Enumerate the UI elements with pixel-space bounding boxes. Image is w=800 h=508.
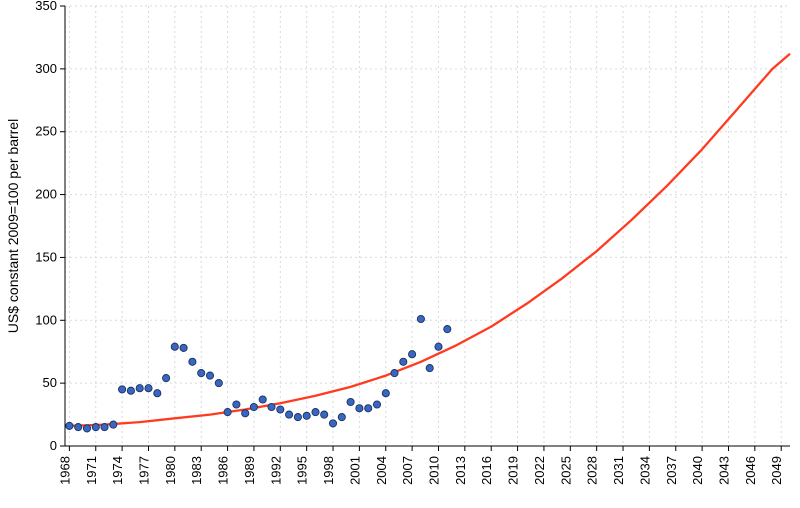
data-point [303,412,310,419]
data-point [180,344,187,351]
x-tick-label: 2022 [532,456,547,485]
x-tick-label: 2046 [743,456,758,485]
oil-price-chart: 0 50 100 150 200 250 300 350 1968 1971 1974 1977 198… [0,0,800,508]
x-tick-label: 2019 [506,456,521,485]
data-point [83,425,90,432]
data-point [242,410,249,417]
y-axis-label: US$ constant 2009=100 per barrel [5,119,21,333]
data-point [163,375,170,382]
data-point [409,351,416,358]
y-tick-label: 50 [43,375,57,390]
data-point [145,385,152,392]
data-point [373,401,380,408]
data-point [154,390,161,397]
data-point [444,326,451,333]
data-point [171,343,178,350]
data-point [391,370,398,377]
data-point [312,409,319,416]
data-point [417,315,424,322]
data-point [233,401,240,408]
x-tick-label: 2016 [479,456,494,485]
data-point [435,343,442,350]
data-point [224,409,231,416]
data-point [189,358,196,365]
data-point [277,406,284,413]
data-point [321,411,328,418]
data-point [426,365,433,372]
x-tick-label: 2037 [664,456,679,485]
data-point [338,414,345,421]
data-point [66,422,73,429]
x-tick-label: 1971 [84,456,99,485]
x-tick-label: 1992 [268,456,283,485]
x-tick-label: 1989 [242,456,257,485]
data-point [127,387,134,394]
chart-canvas: 0 50 100 150 200 250 300 350 1968 1971 1974 1977 198… [0,0,800,508]
data-point [286,411,293,418]
data-point [250,403,257,410]
data-point [329,420,336,427]
data-point [259,396,266,403]
data-point [206,372,213,379]
data-point [215,380,222,387]
data-point [382,390,389,397]
x-tick-label: 2040 [690,456,705,485]
x-tick-label: 2013 [453,456,468,485]
data-point [400,358,407,365]
data-point [198,370,205,377]
x-tick-label: 2043 [716,456,731,485]
y-tick-label: 150 [35,249,57,264]
x-tick-label: 1974 [110,456,125,485]
x-tick-label: 2049 [769,456,784,485]
y-tick-label: 100 [35,312,57,327]
x-tick-label: 2028 [585,456,600,485]
x-tick-label: 1983 [189,456,204,485]
y-tick-label: 0 [50,438,57,453]
x-tick-label: 2007 [400,456,415,485]
y-tick-label: 300 [35,61,57,76]
x-tick-label: 2001 [347,456,362,485]
x-tick-label: 2025 [558,456,573,485]
data-point [347,398,354,405]
y-tick-label: 350 [35,0,57,13]
x-tick-label: 2034 [637,456,652,485]
x-tick-label: 1998 [321,456,336,485]
data-point [119,386,126,393]
data-point [268,403,275,410]
x-tick-label: 2010 [426,456,441,485]
data-point [294,414,301,421]
data-point [92,424,99,431]
data-point [365,405,372,412]
x-tick-label: 1977 [136,456,151,485]
data-point [356,405,363,412]
x-tick-label: 1968 [57,456,72,485]
data-point [110,421,117,428]
data-point [101,424,108,431]
y-tick-label: 250 [35,124,57,139]
x-tick-label: 1995 [295,456,310,485]
data-point [136,385,143,392]
x-tick-label: 2004 [374,456,389,485]
data-point [75,424,82,431]
x-tick-label: 2031 [611,456,626,485]
x-tick-label: 1986 [216,456,231,485]
x-tick-label: 1980 [163,456,178,485]
y-tick-label: 200 [35,187,57,202]
